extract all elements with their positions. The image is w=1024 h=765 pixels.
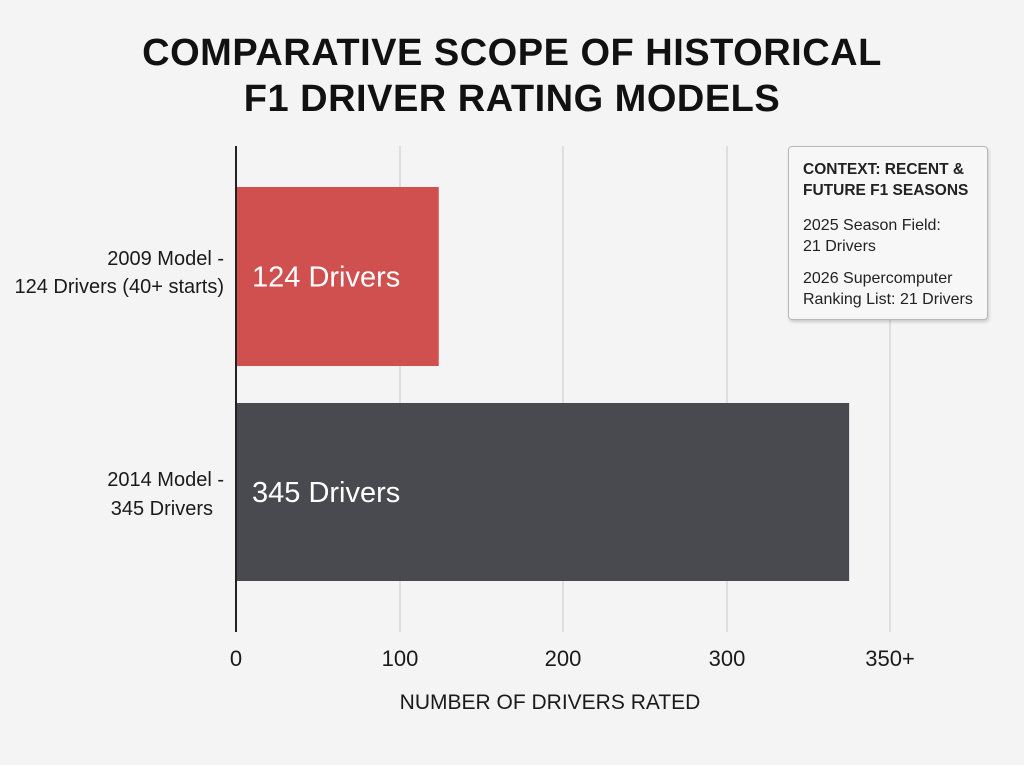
context-annotation-header: CONTEXT: RECENT & FUTURE F1 SEASONS: [803, 159, 975, 201]
bar-2009-model: [236, 187, 439, 366]
category-label: 124 Drivers (40+ starts): [14, 276, 224, 298]
context-header-line-1: CONTEXT: RECENT &: [803, 161, 965, 178]
x-axis-label: NUMBER OF DRIVERS RATED: [400, 691, 701, 714]
context-item-line: 21 Drivers: [803, 238, 876, 255]
context-item-2025-season: 2025 Season Field: 21 Drivers: [803, 215, 975, 257]
context-item-line: 2026 Supercomputer: [803, 270, 953, 287]
chart-title-line-1: COMPARATIVE SCOPE OF HISTORICAL: [142, 32, 882, 74]
context-header-line-2: FUTURE F1 SEASONS: [803, 182, 969, 199]
bar-2014-model: [236, 403, 850, 581]
context-item-2026-ranking: 2026 Supercomputer Ranking List: 21 Driv…: [803, 268, 975, 310]
x-tick-label: 350+: [865, 646, 915, 671]
x-tick-label: 300: [709, 646, 746, 671]
context-item-line: Ranking List: 21 Drivers: [803, 291, 973, 308]
x-tick-label: 100: [382, 646, 419, 671]
category-label: 2009 Model -: [107, 248, 224, 270]
category-label: 2014 Model -: [107, 469, 224, 491]
bar-value-label: 345 Drivers: [252, 477, 400, 509]
context-item-line: 2025 Season Field:: [803, 217, 941, 234]
x-tick-label: 0: [230, 646, 242, 671]
bar-value-label: 124 Drivers: [252, 262, 400, 294]
context-annotation-box: CONTEXT: RECENT & FUTURE F1 SEASONS 2025…: [788, 146, 988, 320]
chart-title-line-2: F1 DRIVER RATING MODELS: [243, 78, 781, 120]
x-tick-label: 200: [545, 646, 582, 671]
chart-title: COMPARATIVE SCOPE OF HISTORICAL F1 DRIVE…: [0, 30, 1024, 122]
category-label: 345 Drivers: [111, 498, 213, 520]
